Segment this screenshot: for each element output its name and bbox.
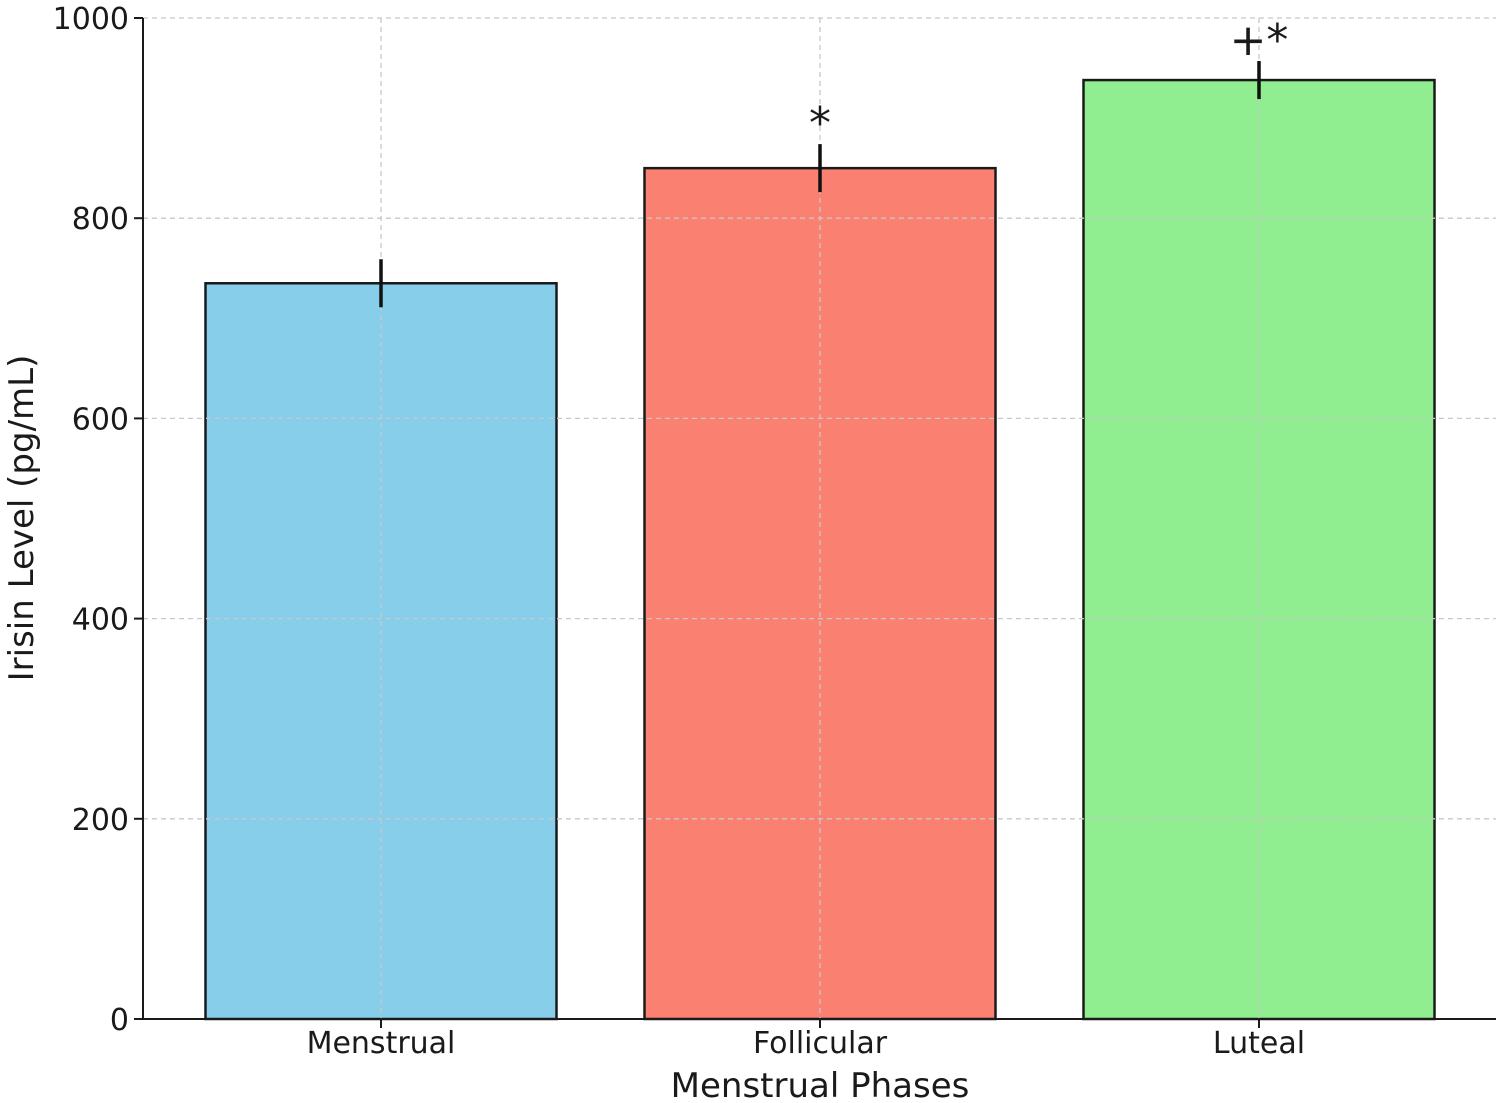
y-tick-label: 200	[72, 803, 129, 838]
significance-annotations: * +*	[809, 15, 1288, 149]
y-tick-label: 400	[72, 603, 129, 638]
y-tick-label: 1000	[53, 2, 129, 37]
significance-annotation-follicular: *	[809, 98, 831, 149]
y-tick-label: 600	[72, 402, 129, 437]
y-axis-title: Irisin Level (pg/mL)	[2, 355, 42, 682]
y-tick-label: 800	[72, 202, 129, 237]
x-axis-title: Menstrual Phases	[671, 1066, 970, 1103]
x-tick-label-luteal: Luteal	[1213, 1026, 1305, 1061]
x-tick-label-menstrual: Menstrual	[307, 1026, 456, 1061]
significance-annotation-luteal: +*	[1230, 15, 1289, 66]
axes	[134, 17, 1496, 1028]
y-tick-label: 0	[110, 1003, 129, 1038]
error-bars	[379, 61, 1261, 308]
x-tick-label-follicular: Follicular	[753, 1026, 888, 1061]
tick-labels: 0 200 400 600 800 1000 Menstrual Follicular Lute…	[53, 2, 1305, 1061]
